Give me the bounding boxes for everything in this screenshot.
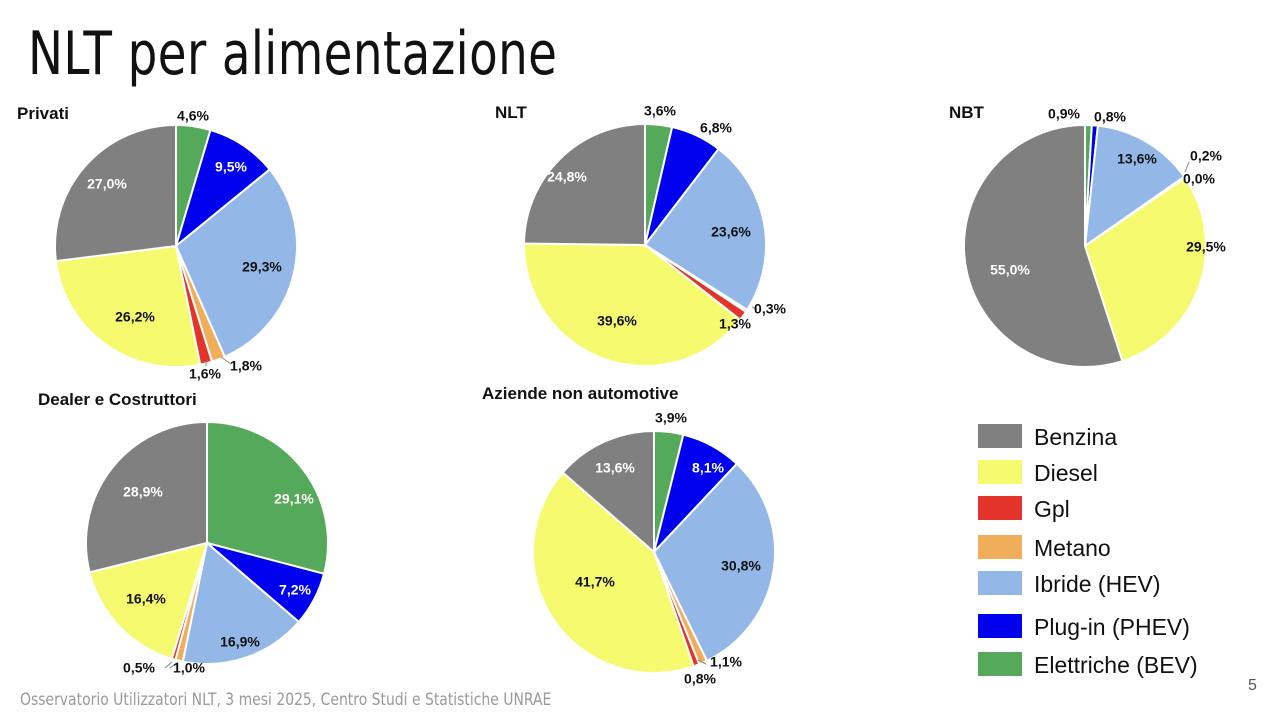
- pie-slice: [532, 471, 695, 674]
- pie-slice: [1083, 124, 1186, 249]
- pie-data-label: 1,3%: [719, 316, 751, 332]
- pie-slice: [88, 541, 209, 661]
- pie-data-label: 29,5%: [1186, 239, 1226, 255]
- pie-data-label: 1,8%: [230, 358, 262, 374]
- pie-data-label: 29,3%: [242, 259, 282, 275]
- legend-swatch-elettriche: [978, 652, 1022, 676]
- legend-label-diesel: Diesel: [1034, 460, 1098, 486]
- pie-data-label: 16,4%: [126, 591, 166, 607]
- pie-data-label: 28,9%: [123, 484, 163, 500]
- pie-slice: [522, 122, 646, 247]
- pie-data-label: 8,1%: [692, 460, 724, 476]
- pie-chart-4: 3,9% 8,1% 30,8% 1,1%0,8% 41,7% 13,6%: [532, 410, 776, 687]
- pie-slice: [54, 123, 177, 263]
- pie-chart-3: 29,1% 7,2% 16,9% 1,0% 0,5% 16,4% 28,9%: [85, 420, 329, 676]
- pie-data-label: 0,8%: [1094, 109, 1126, 125]
- chart-title-aziende: Aziende non automotive: [482, 384, 679, 403]
- pie-data-label: 0,5%: [123, 660, 155, 676]
- pie-slice: [561, 429, 655, 555]
- pie-data-label: 41,7%: [575, 574, 615, 590]
- legend-swatch-gpl: [978, 496, 1022, 520]
- pie-data-label: 9,5%: [215, 159, 247, 175]
- chart-title-nbt: NBT: [949, 103, 984, 122]
- pie-data-label: 1,0%: [173, 660, 205, 676]
- legend-label-elettriche: Elettriche (BEV): [1034, 652, 1198, 678]
- legend-label-metano: Metano: [1034, 535, 1111, 561]
- legend-label-plugin: Plug-in (PHEV): [1034, 614, 1190, 640]
- legend-label-gpl: Gpl: [1034, 496, 1070, 522]
- page-number: 5: [1248, 677, 1257, 694]
- pie-data-label: 30,8%: [721, 558, 761, 574]
- chart-title-nlt: NLT: [495, 103, 527, 122]
- pie-data-label: 39,6%: [597, 313, 637, 329]
- page-title: NLT per alimentazione: [28, 19, 558, 89]
- pie-data-label: 27,0%: [87, 176, 127, 192]
- legend-label-ibride: Ibride (HEV): [1034, 571, 1161, 597]
- label-leader-line: [169, 661, 179, 669]
- pie-data-label: 0,2%: [1190, 148, 1222, 164]
- pie-chart-2: 0,9% 0,8% 13,6% 0,2% 0,0% 29,5% 55,0%: [963, 106, 1226, 368]
- pie-slice: [174, 168, 298, 359]
- pie-data-label: 0,9%: [1048, 106, 1080, 122]
- pie-data-label: 7,2%: [279, 582, 311, 598]
- legend-swatch-metano: [978, 535, 1022, 559]
- label-leader-line: [1184, 161, 1190, 173]
- legend-swatch-ibride: [978, 571, 1022, 595]
- pie-slice: [523, 242, 742, 367]
- pie-slice: [181, 541, 301, 665]
- pie-data-label: 16,9%: [220, 634, 260, 650]
- pie-data-label: 3,6%: [644, 103, 676, 119]
- label-leader-line: [697, 659, 707, 665]
- pie-data-label: 0,3%: [754, 301, 786, 317]
- legend-swatch-plugin: [978, 614, 1022, 638]
- label-leader-line: [164, 661, 173, 669]
- pie-slice: [1083, 176, 1208, 363]
- label-leader-line: [220, 356, 232, 365]
- pie-data-label: 4,6%: [177, 108, 209, 124]
- label-leader-line: [751, 306, 758, 310]
- legend-swatch-benzina: [978, 424, 1022, 448]
- pie-chart-0: 4,6% 9,5% 29,3% 1,8% 1,6% 26,2% 27,0%: [54, 108, 298, 382]
- pie-data-label: 1,6%: [189, 366, 221, 382]
- pie-data-label: 24,8%: [547, 169, 587, 185]
- pie-data-label: 1,1%: [710, 654, 742, 670]
- pie-slice: [963, 123, 1124, 368]
- pie-data-label: 3,9%: [655, 410, 687, 426]
- pie-data-label: 55,0%: [990, 262, 1030, 278]
- pie-data-label: 0,8%: [684, 671, 716, 687]
- pie-slice: [652, 462, 776, 663]
- pie-data-label: 13,6%: [595, 460, 635, 476]
- pie-chart-1: 3,6% 6,8% 23,6% 0,3%1,3% 39,6% 24,8%: [522, 103, 787, 367]
- chart-title-dealer: Dealer e Costruttori: [38, 390, 197, 409]
- pie-data-label: 26,2%: [115, 309, 155, 325]
- pie-data-label: 6,8%: [700, 120, 732, 136]
- pie-slice: [85, 420, 208, 574]
- pie-data-label: 29,1%: [274, 491, 314, 507]
- pie-data-label: 23,6%: [711, 224, 751, 240]
- pie-slice: [54, 244, 202, 368]
- legend-label-benzina: Benzina: [1034, 424, 1118, 450]
- pie-slice: [206, 420, 329, 576]
- legend-swatch-diesel: [978, 460, 1022, 484]
- pie-data-label: 0,0%: [1183, 171, 1215, 187]
- pie-data-label: 13,6%: [1117, 151, 1157, 167]
- chart-title-privati: Privati: [17, 104, 69, 123]
- footer-source: Osservatorio Utilizzatori NLT, 3 mesi 20…: [20, 690, 552, 710]
- pie-slice: [643, 147, 767, 312]
